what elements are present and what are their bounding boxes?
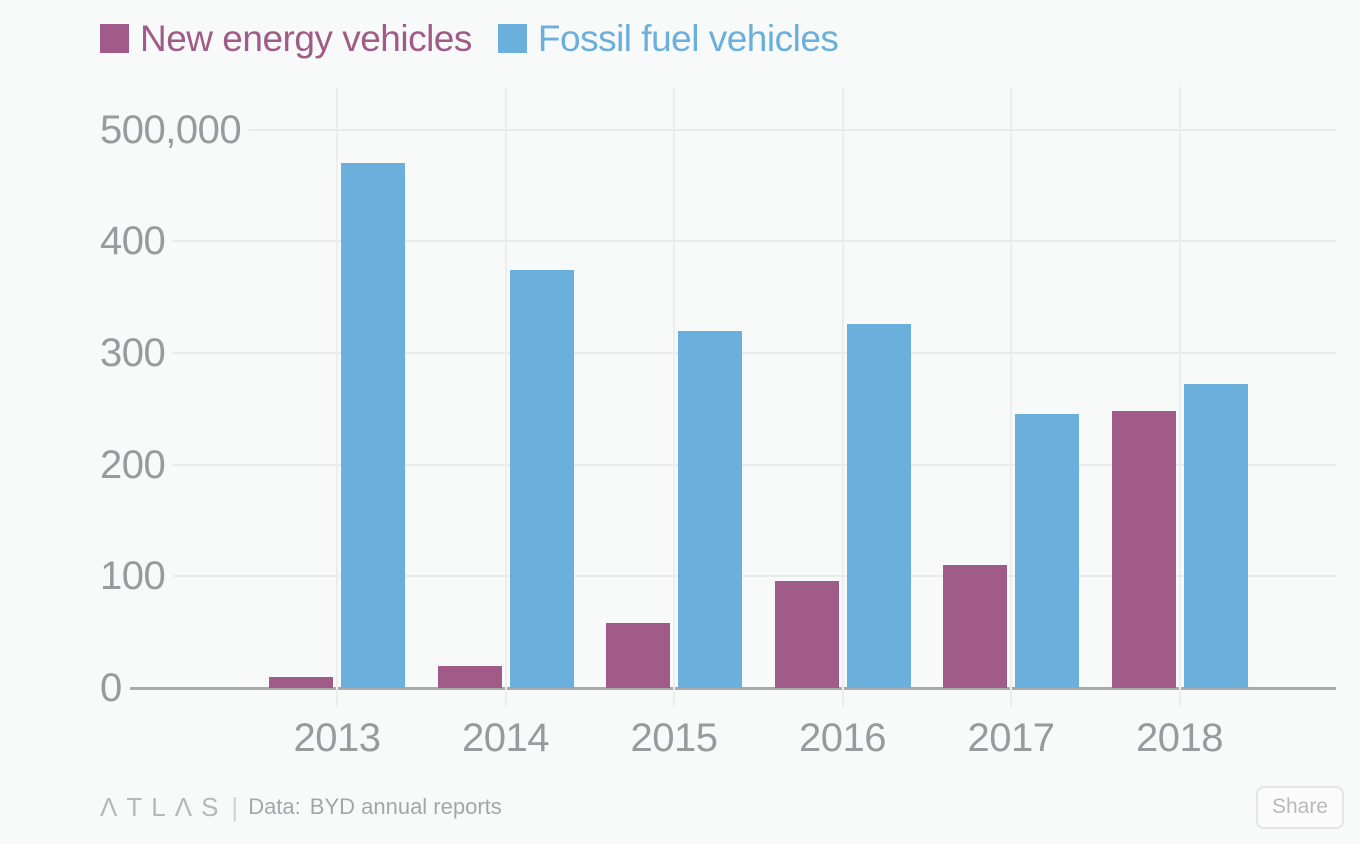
- y-tick-label: 100: [100, 554, 166, 599]
- x-tick-label: 2017: [967, 716, 1055, 760]
- x-tick-label: 2016: [799, 716, 886, 760]
- legend-label-new-energy: New energy vehicles: [140, 18, 472, 59]
- y-tick-label: 300: [100, 330, 166, 375]
- y-grid-row: 200: [100, 443, 1336, 487]
- y-grid-row: 300: [100, 331, 1336, 375]
- bar-new-energy-vehicles-2016: [774, 580, 839, 688]
- bar-fossil-fuel-vehicles-2016: [846, 323, 911, 688]
- data-source-label: Data:: [248, 794, 301, 819]
- y-tick-label: 200: [100, 442, 166, 487]
- y-tick-label: 500,000: [100, 107, 242, 152]
- vertical-gridline: [1178, 87, 1181, 707]
- y-grid-row: 0: [100, 666, 1336, 710]
- legend-item-fossil-fuel: Fossil fuel vehicles: [497, 18, 839, 59]
- x-tick-label: 2013: [293, 716, 381, 760]
- x-tick-label: 2018: [1136, 716, 1223, 760]
- bar-fossil-fuel-vehicles-2018: [1183, 384, 1248, 688]
- legend-swatch-fossil-fuel: [497, 24, 527, 53]
- y-grid-row: 400: [100, 219, 1336, 263]
- bar-new-energy-vehicles-2015: [606, 623, 670, 688]
- vertical-gridline: [673, 87, 675, 707]
- footer-separator: |: [231, 791, 239, 822]
- bar-new-energy-vehicles-2017: [943, 565, 1007, 688]
- y-gridline: [173, 463, 1336, 466]
- atlas-logo: ΛTLΛS: [100, 792, 228, 822]
- bar-fossil-fuel-vehicles-2015: [678, 330, 742, 688]
- bar-new-energy-vehicles-2013: [269, 676, 333, 688]
- x-tick-label: 2015: [630, 716, 718, 760]
- bar-fossil-fuel-vehicles-2014: [509, 270, 574, 688]
- vertical-gridline: [1010, 87, 1012, 707]
- y-gridline: [173, 240, 1336, 243]
- bar-new-energy-vehicles-2014: [437, 665, 502, 688]
- y-tick-label: 400: [100, 219, 166, 264]
- y-grid-row: 500,000: [100, 108, 1336, 152]
- y-grid-row: 100: [100, 554, 1336, 598]
- y-tick-label: 0: [100, 666, 122, 710]
- vertical-gridline: [336, 87, 338, 707]
- x-axis-line: [129, 686, 1336, 690]
- x-tick-label: 2014: [462, 716, 549, 760]
- legend: New energy vehicles Fossil fuel vehicles: [100, 18, 839, 59]
- vertical-gridline: [841, 87, 844, 707]
- y-gridline: [173, 351, 1336, 354]
- bar-new-energy-vehicles-2018: [1111, 410, 1176, 688]
- legend-label-fossil-fuel: Fossil fuel vehicles: [537, 18, 839, 59]
- footer: ΛTLΛS | Data: BYD annual reports Share: [100, 784, 1344, 830]
- share-button[interactable]: Share: [1255, 785, 1344, 829]
- data-source-text: BYD annual reports: [309, 794, 502, 819]
- legend-swatch-new-energy: [100, 24, 129, 53]
- legend-item-new-energy: New energy vehicles: [100, 20, 472, 57]
- bar-fossil-fuel-vehicles-2013: [341, 163, 405, 688]
- y-gridline: [173, 575, 1336, 578]
- bar-fossil-fuel-vehicles-2017: [1015, 414, 1079, 688]
- vertical-gridline: [504, 87, 507, 707]
- y-gridline: [249, 128, 1336, 131]
